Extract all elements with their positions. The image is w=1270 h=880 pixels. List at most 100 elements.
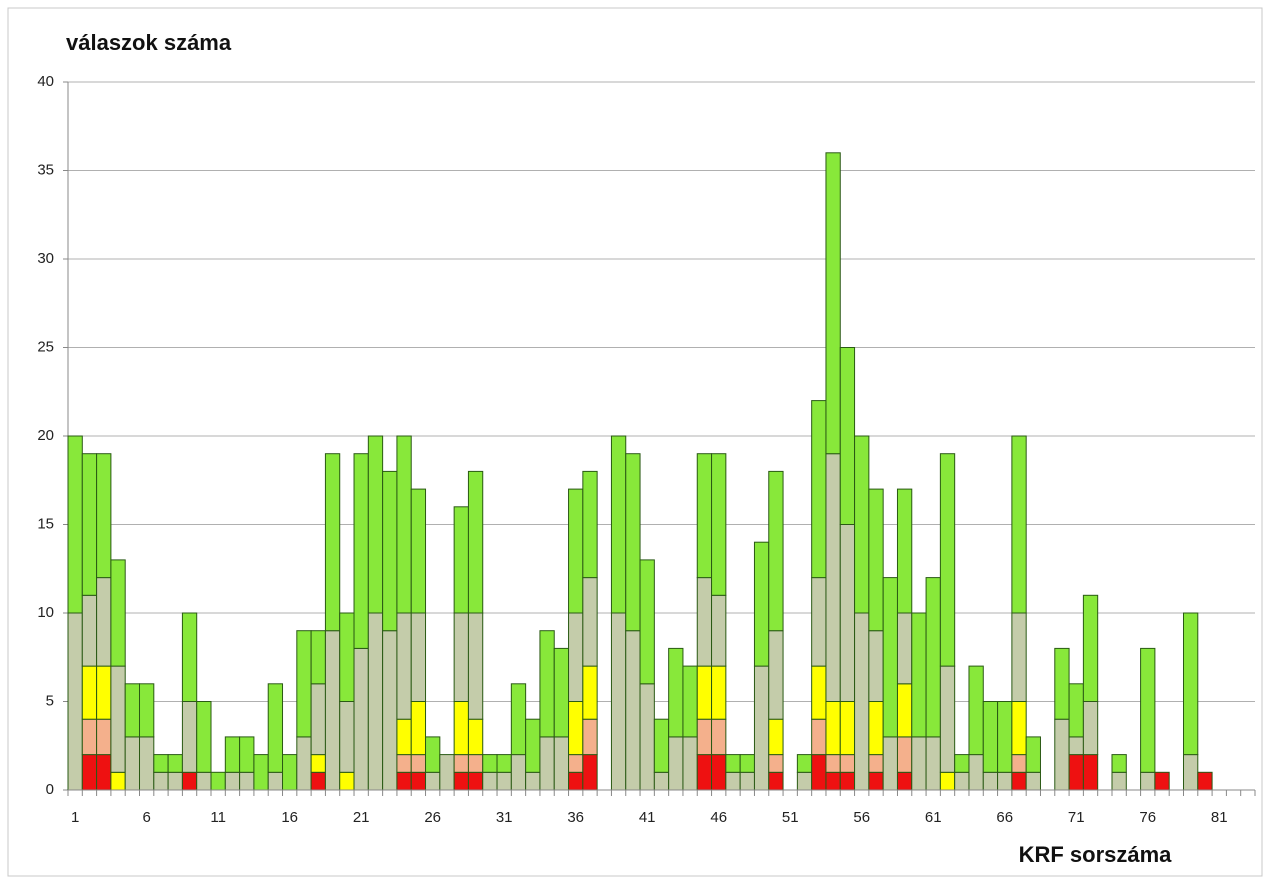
bar-segment — [181, 612, 198, 702]
bar-segment — [453, 771, 469, 791]
bar-segment — [353, 647, 369, 791]
bar-segment — [153, 771, 169, 791]
bar-segment — [739, 754, 755, 773]
bar-segment — [482, 771, 498, 791]
bar-segment — [410, 754, 427, 773]
bar-segment — [1082, 594, 1099, 702]
bar-segment — [267, 683, 284, 773]
bar-segment — [896, 736, 913, 773]
bar-segment — [96, 718, 112, 756]
bar-segment — [768, 630, 784, 720]
bar-segment — [696, 718, 713, 756]
bar-segment — [167, 771, 183, 791]
bar-segment — [96, 665, 112, 720]
x-tick-label: 41 — [639, 809, 656, 826]
bar-segment — [811, 718, 827, 756]
bar-segment — [310, 771, 326, 791]
bar-segment — [553, 647, 570, 738]
x-tick-label: 1 — [71, 809, 79, 826]
bar-segment — [310, 754, 326, 773]
bar-segment — [954, 754, 970, 773]
bar-segment — [96, 754, 112, 791]
bar-segment — [81, 718, 98, 756]
bar-segment — [711, 594, 727, 667]
bar-segment — [267, 771, 284, 791]
bar-segment — [882, 577, 898, 738]
bar-segment — [96, 453, 112, 579]
bar-segment — [582, 718, 598, 756]
bar-segment — [196, 771, 212, 791]
bar-segment — [825, 453, 841, 703]
bar-segment — [410, 612, 427, 702]
bar-segment — [110, 559, 126, 667]
bar-segment — [1011, 612, 1027, 702]
bar-segment — [839, 701, 856, 756]
bar-segment — [568, 754, 584, 773]
bar-segment — [1140, 771, 1156, 791]
x-tick-label: 16 — [281, 809, 298, 826]
bar-segment — [367, 435, 384, 614]
bar-segment — [839, 347, 856, 525]
bar-segment — [1054, 647, 1070, 720]
bar-segment — [1197, 771, 1213, 791]
bar-segment — [811, 754, 827, 791]
x-tick-label: 31 — [496, 809, 513, 826]
bar-segment — [911, 612, 927, 738]
bar-segment — [1082, 701, 1099, 756]
bar-segment — [582, 577, 598, 667]
x-tick-label: 6 — [142, 809, 150, 826]
bar-segment — [668, 736, 684, 791]
bar-segment — [253, 754, 269, 791]
x-axis-label: KRF sorszáma — [1019, 842, 1173, 867]
bar-segment — [625, 630, 641, 791]
bar-segment — [382, 630, 398, 791]
bar-segment — [625, 453, 641, 632]
bar-segment — [81, 754, 98, 791]
bar-segment — [768, 470, 784, 632]
bar-segment — [982, 701, 999, 773]
x-tick-label: 36 — [567, 809, 584, 826]
bar-segment — [410, 771, 427, 791]
bar-segment — [582, 470, 598, 579]
bar-segment — [224, 736, 241, 773]
bar-segment — [453, 701, 469, 756]
bar-segment — [868, 771, 884, 791]
bar-segment — [839, 524, 856, 702]
bar-segment — [496, 771, 512, 791]
bar-segment — [1111, 771, 1127, 791]
bar-segment — [1082, 754, 1099, 791]
y-tick-label: 5 — [46, 692, 54, 709]
bar-segment — [510, 754, 527, 791]
bar-segment — [711, 754, 727, 791]
bar-segment — [1011, 771, 1027, 791]
bar-segment — [81, 453, 98, 596]
bar-segment — [868, 701, 884, 756]
bar-segment — [324, 630, 341, 791]
bar-segment — [1182, 612, 1199, 756]
bar-segment — [496, 754, 512, 773]
bar-segment — [553, 736, 570, 791]
bar-segment — [753, 541, 770, 667]
bar-segment — [353, 453, 369, 649]
x-tick-label: 81 — [1211, 809, 1228, 826]
bar-segment — [310, 630, 326, 685]
bar-segment — [1154, 771, 1170, 791]
bar-segment — [425, 736, 441, 773]
bar-segment — [711, 665, 727, 720]
bar-segment — [139, 736, 155, 791]
bar-segment — [467, 470, 484, 614]
bar-segment — [110, 665, 126, 773]
bar-segment — [67, 435, 83, 614]
bar-segment — [896, 612, 913, 685]
bar-segment — [1068, 683, 1084, 738]
bar-segment — [539, 736, 555, 791]
bar-segment — [367, 612, 384, 791]
x-tick-label: 26 — [424, 809, 441, 826]
bar-segment — [868, 630, 884, 703]
x-tick-label: 71 — [1068, 809, 1085, 826]
bar-segment — [811, 577, 827, 667]
bar-segment — [153, 754, 169, 773]
bar-segment — [339, 771, 355, 791]
bar-segment — [811, 400, 827, 579]
